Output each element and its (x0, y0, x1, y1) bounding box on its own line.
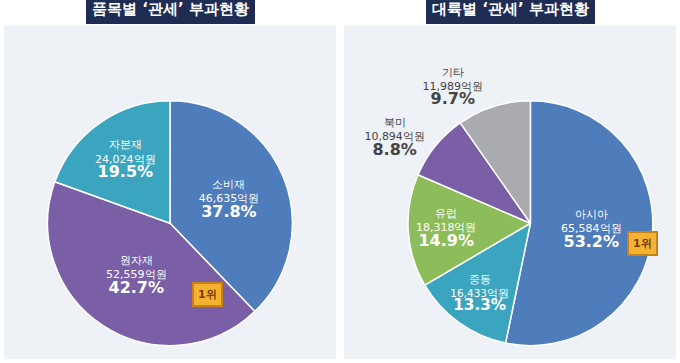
svg-text:아시아65,584억원53.2%: 아시아65,584억원53.2% (561, 208, 622, 251)
svg-text:품목별 ‘관세’ 부과현황: 품목별 ‘관세’ 부과현황 (92, 0, 249, 18)
svg-text:대륙별 ‘관세’ 부과현황: 대륙별 ‘관세’ 부과현황 (432, 0, 589, 18)
svg-text:유럽18,318억원14.9%: 유럽18,318억원14.9% (416, 207, 477, 250)
svg-text:원자재52,559억원42.7%: 원자재52,559억원42.7% (106, 254, 167, 297)
svg-text:기타11,989억원9.7%: 기타11,989억원9.7% (422, 66, 483, 109)
svg-text:북미10,894억원8.8%: 북미10,894억원8.8% (364, 116, 425, 159)
svg-text:소비재46,635억원37.8%: 소비재46,635억원37.8% (199, 178, 260, 221)
svg-text:1위: 1위 (633, 237, 652, 250)
svg-text:자본재24,024억원19.5%: 자본재24,024억원19.5% (95, 138, 156, 181)
svg-text:1위: 1위 (198, 288, 217, 301)
svg-text:중동16,433억원13.3%: 중동16,433억원13.3% (450, 273, 509, 314)
